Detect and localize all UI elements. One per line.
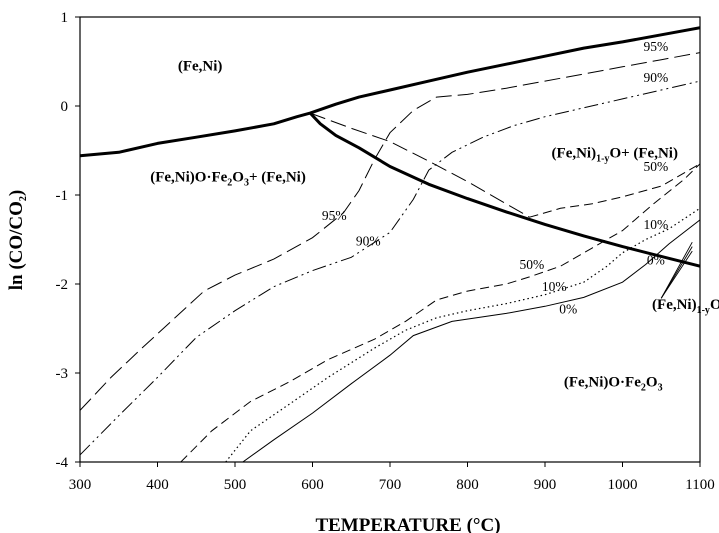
x-tick-label: 500 [224,477,247,493]
x-tick-label: 400 [146,477,169,493]
y-tick-label: -3 [56,366,69,382]
x-tick-label: 900 [534,477,557,493]
label-90: 90% [356,234,381,249]
pointer-lines [660,241,693,299]
y-tick-label: 0 [61,99,69,115]
label-10: 10% [542,279,567,294]
x-tick-label: 800 [456,477,479,493]
region-label-lower: (Fe,Ni)O·Fe2O3 [564,374,663,393]
series-line-50 [180,163,700,462]
region-label-mid: (Fe,Ni)1-yO+ (Fe,Ni) [552,146,678,165]
label-95: 95% [643,39,668,54]
region-label-wus: (Fe,Ni)1-yO [652,297,719,316]
percentage-labels: 95% 90% 95% 90% 50% 10% 0% 50% 10% 0% [322,39,668,317]
series-line-50-upper [529,163,700,218]
label-90: 90% [643,70,668,85]
phase-boundary-line-2 [309,112,700,268]
label-95: 95% [322,208,347,223]
label-50: 50% [519,257,544,272]
series-line-0 [242,219,700,462]
y-tick-label: -2 [56,277,69,293]
label-10: 10% [643,217,668,232]
iso-lines [80,52,700,462]
phase-boundary-line-1 [80,26,700,158]
series-line-95-lower [310,112,530,218]
y-tick-label: 1 [61,10,69,26]
y-axis-title: ln (CO/CO2) [6,190,29,291]
series-line-95 [80,52,700,411]
y-axis-title-close: ) [6,190,27,196]
y-axis-title-subscript: 2 [18,196,29,201]
y-tick-label: -1 [56,188,69,204]
region-labels: (Fe,Ni) (Fe,Ni)O·Fe2O3+ (Fe,Ni) (Fe,Ni)1-y… [150,58,719,393]
x-tick-label: 600 [301,477,324,493]
x-axis-title: TEMPERATURE (°C) [315,515,500,533]
x-tick-label: 1000 [608,477,638,493]
axis-ticks: 300 400 500 600 700 800 900 1000 1100 1 0 -1 -2 -3 -4 [56,10,715,493]
region-label-left: (Fe,Ni)O·Fe2O3+ (Fe,Ni) [150,170,306,189]
region-label-fe_ni: (Fe,Ni) [178,58,223,74]
x-tick-label: 300 [69,477,92,493]
label-0: 0% [559,301,577,316]
y-axis-title-main: ln (CO/CO [6,201,27,290]
pointer-line-3 [660,250,693,299]
y-tick-label: -4 [56,455,69,471]
x-tick-label: 1100 [685,477,714,493]
label-50: 50% [643,159,668,174]
phase-boundaries [80,26,700,268]
plot-area-frame [79,16,701,463]
x-tick-label: 700 [379,477,402,493]
label-0: 0% [647,252,665,267]
series-line-90 [80,80,700,456]
